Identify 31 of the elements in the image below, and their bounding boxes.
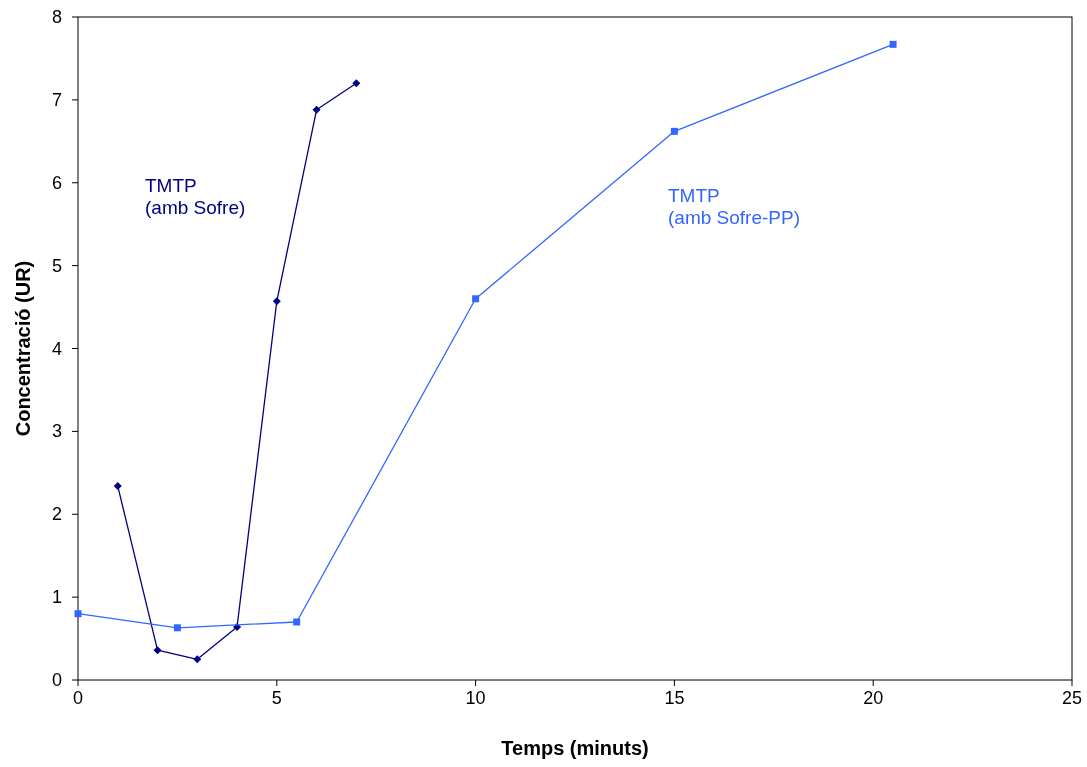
y-tick-label: 1 [51, 587, 62, 608]
point [113, 482, 122, 491]
series-label: TMTP (amb Sofre-PP) [668, 185, 800, 228]
point [272, 297, 281, 306]
point [352, 79, 361, 88]
y-tick-label: 6 [51, 172, 62, 193]
x-tick-label: 0 [72, 688, 84, 708]
y-tick-label: 8 [51, 7, 62, 27]
point [173, 624, 181, 632]
point [312, 105, 321, 114]
point [670, 127, 678, 135]
y-axis-title: Concentració (UR) [12, 260, 34, 437]
y-tick-label: 0 [51, 670, 62, 690]
x-tick-label: 5 [271, 688, 282, 708]
point [193, 655, 202, 664]
point [153, 646, 162, 655]
y-tick-label: 4 [51, 338, 62, 359]
y-tick-label: 7 [51, 89, 62, 110]
point [74, 610, 82, 618]
x-tick-label: 20 [863, 688, 884, 708]
y-tick-label: 2 [51, 504, 62, 525]
point [472, 295, 480, 303]
point [889, 40, 897, 48]
y-tick-label: 3 [51, 421, 62, 442]
x-tick-label: 10 [465, 688, 486, 708]
point [293, 618, 301, 626]
x-axis-title: Temps (minuts) [501, 737, 649, 759]
x-tick-label: 15 [664, 688, 685, 708]
y-tick-label: 5 [51, 255, 62, 276]
x-tick-label: 25 [1061, 688, 1083, 708]
text: TMTP (amb Sofre) [145, 175, 246, 218]
